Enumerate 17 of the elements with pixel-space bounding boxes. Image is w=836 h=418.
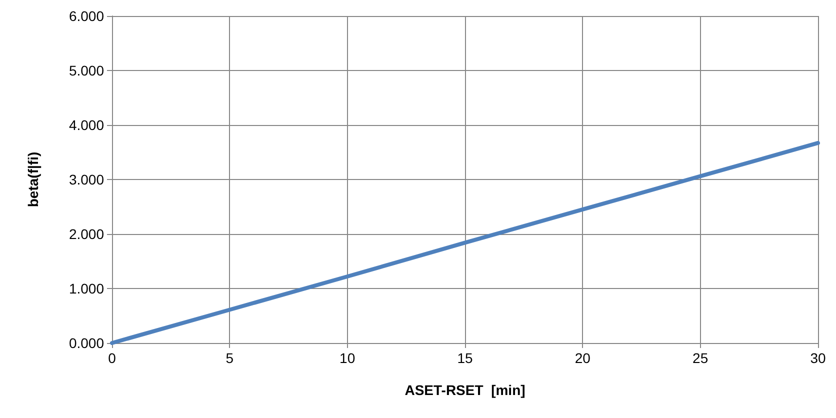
y-tick-label: 1.000 (68, 280, 104, 296)
y-axis-title: beta(f|fi) (25, 152, 42, 208)
x-tick-label: 5 (226, 350, 234, 366)
y-tick-label: 4.000 (68, 117, 104, 133)
x-tick-label: 10 (340, 350, 356, 366)
y-tick-label: 6.000 (68, 8, 104, 24)
y-tick-label: 3.000 (68, 172, 104, 188)
line-series (110, 140, 820, 345)
x-tick-label: 30 (810, 350, 826, 366)
x-tick-label: 15 (457, 350, 473, 366)
y-tick-label: 5.000 (68, 62, 104, 78)
x-tick-label: 25 (692, 350, 708, 366)
x-axis-title: ASET-RSET [min] (404, 382, 526, 398)
x-tick-label: 20 (574, 350, 591, 366)
x-tick-label: 0 (108, 350, 116, 366)
y-tick-label: 0.000 (68, 335, 104, 351)
y-tick-label: 2.000 (68, 226, 104, 242)
